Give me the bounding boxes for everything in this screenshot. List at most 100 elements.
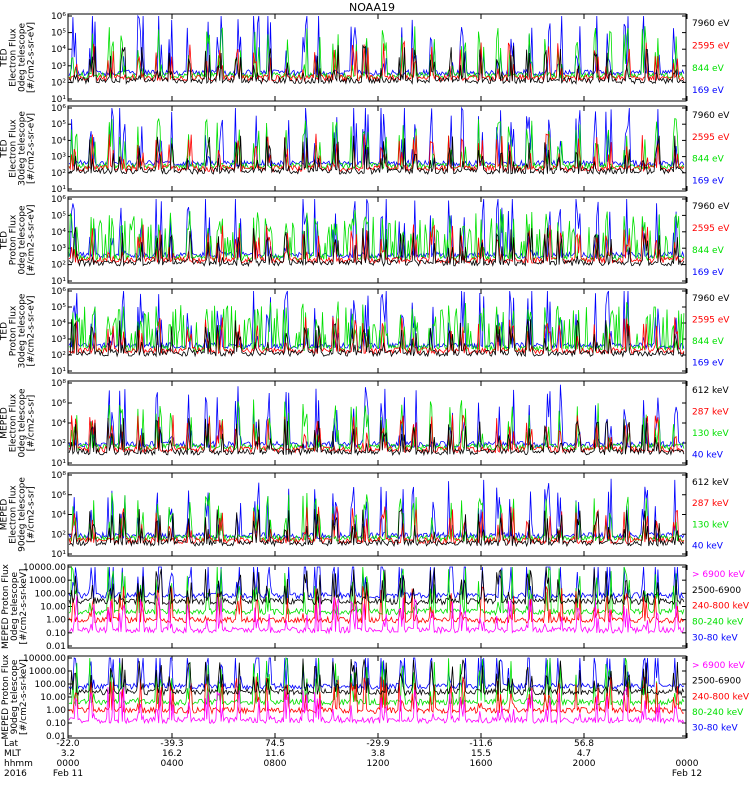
y-tick-label: 10³ [51,153,66,163]
x-tick-label: 0000 [676,759,699,769]
y-axis-label-line: [#/cm2-s-sr] [27,486,37,543]
y-tick-label: 10² [51,169,66,179]
series-trace [68,595,685,635]
legend-entry: 130 keV [692,520,729,530]
series-trace [68,508,685,548]
y-tick-label: 10000.00 [23,563,66,573]
y-tick-label: 10⁴ [51,45,66,55]
y-tick-label: 1000.00 [29,576,66,586]
legend-entry: 80-240 keV [692,618,744,628]
legend-entry: 40 keV [692,450,724,460]
y-axis-label-line: 0deg telescope [18,388,28,458]
legend-entry: 7960 eV [692,294,730,304]
y-axis-label-line: MEPED Proton Flux [1,563,11,649]
y-axis-label-line: Electron Flux [9,119,19,178]
x-tick-label: 2000 [573,759,596,769]
y-tick-label: 10⁴ [51,511,66,521]
x-row-label: hhmm [4,759,33,769]
y-tick-label: 0.10 [46,719,66,729]
x-tick-label: -39.3 [160,739,183,749]
x-tick-label: 11.6 [265,749,285,759]
chart-title: NOAA19 [349,1,395,14]
x-tick-label: -29.9 [366,739,390,749]
panel-5: 10¹ 10² 10⁴ 10⁶ 10⁸ MEPEDElectron Flux0deg te… [0,379,729,469]
plot-frame [67,196,687,284]
series-trace [68,414,684,454]
legend-entry: 240-800 keV [692,692,750,702]
y-tick-label: 10³ [51,62,66,72]
series-trace [68,658,685,697]
series-trace [68,40,685,83]
y-tick-label: 100.00 [35,680,67,690]
y-tick-label: 0.01 [46,642,66,652]
y-axis-label-line: MEPED [0,499,10,531]
y-tick-label: 10¹ [51,550,66,560]
y-tick-label: 10.00 [40,693,66,703]
x-tick-label: 4.7 [577,749,591,759]
series-trace [68,478,685,540]
panel-2: 10¹ 10² 10³ 10⁴ 10⁵ 10⁶ TEDElectron Flux30deg … [0,104,730,195]
y-tick-label: 10⁶ [51,287,66,297]
panel-1: 10¹ 10² 10³ 10⁴ 10⁵ 10⁶ TEDElectron Flux0deg t… [0,12,730,105]
panel-6: 10¹ 10² 10⁴ 10⁶ 10⁸ MEPEDElectron Flux90deg t… [0,471,729,560]
panel-3: 10¹ 10² 10³ 10⁴ 10⁵ 10⁶ TEDProton Flux0deg tel… [0,195,730,287]
legend-entry: 40 keV [692,541,724,551]
legend-entry: 612 keV [692,478,729,488]
y-tick-label: 10¹ [51,95,66,105]
legend-entry: > 6900 keV [692,661,746,671]
y-tick-label: 0.10 [46,629,66,639]
y-axis-label-line: 30deg telescope [18,111,28,186]
y-tick-label: 10⁶ [51,104,66,114]
legend-entry: 7960 eV [692,111,730,121]
series-trace [68,492,684,543]
legend-entry: 240-800 keV [692,602,750,612]
x-tick-label: 16.2 [162,749,182,759]
y-tick-label: 10³ [51,244,66,254]
y-tick-label: 10⁵ [51,211,66,221]
y-tick-label: 10⁶ [51,195,66,205]
y-axis-label-line: TED [0,48,10,67]
y-tick-label: 10¹ [51,367,66,377]
series-trace [68,316,685,356]
y-tick-label: 10¹ [51,185,66,195]
y-axis-label-line: MEPED Proton Flux [1,654,11,740]
y-axis-label: MEPED Proton Flux90deg telescope[#/cm2-s… [1,654,29,740]
y-axis-label-line: [#/cm2-s-sr-eV] [27,22,37,93]
panel-7: 0.010.101.0010.00100.001000.0010000.00ME… [1,563,750,652]
y-axis-label: MEPEDElectron Flux0deg telescope[#/cm2-s… [0,388,37,458]
legend-entry: 2595 eV [692,133,730,143]
y-axis-label-line: Electron Flux [9,485,19,544]
y-axis-label-line: [#/cm2-s-sr-eV] [27,296,37,367]
series-trace [68,657,685,691]
y-axis-label: MEPED Proton Flux0deg telescope[#/cm2-s-… [1,563,29,649]
y-tick-label: 10³ [51,335,66,345]
x-tick-label: 74.5 [265,739,285,749]
legend-entry: 169 eV [692,176,725,186]
y-axis-label-line: 90deg telescope [10,659,20,734]
series-trace [68,676,684,715]
x-tick-label: 56.8 [574,739,594,749]
legend-entry: 2595 eV [692,224,730,234]
legend-entry: 612 keV [692,386,729,396]
legend-entry: 844 eV [692,246,725,256]
legend-entry: 169 eV [692,358,725,368]
x-tick-label: Feb 12 [672,769,702,779]
series-trace [68,14,685,78]
legend-entry: 30-80 keV [692,724,738,734]
series-trace [68,566,685,601]
y-tick-label: 10⁵ [51,303,66,313]
y-axis-label-line: 0deg telescope [18,205,28,275]
y-axis-label-line: Electron Flux [9,28,19,87]
y-tick-label: 10² [51,439,66,449]
legend-entry: 169 eV [692,86,725,96]
series-trace [68,586,685,625]
y-tick-label: 10⁸ [51,379,66,389]
legend-entry: > 6900 keV [692,570,746,580]
y-axis-label-line: 0deg telescope [18,23,28,93]
x-row-label: Lat [4,739,19,749]
y-tick-label: 1.00 [46,706,66,716]
series-trace [68,686,685,725]
y-axis-label-line: [#/cm2-s-sr-keV] [19,569,29,645]
